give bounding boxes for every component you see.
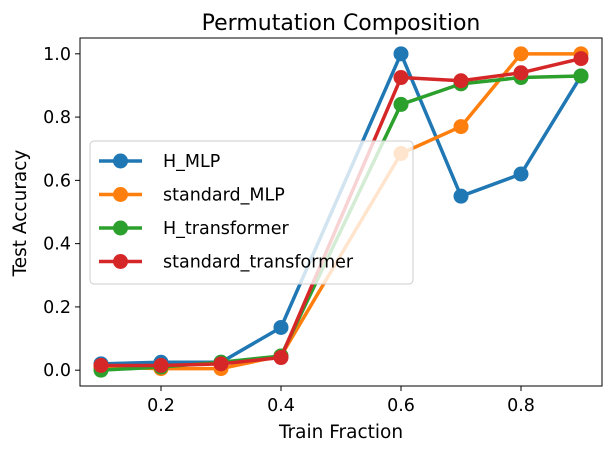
x-tick-label: 0.6 xyxy=(387,396,415,416)
legend-box xyxy=(89,140,414,285)
data-point xyxy=(453,188,469,204)
data-point xyxy=(513,46,529,62)
legend-item: standard_transformer xyxy=(99,253,354,273)
data-point xyxy=(573,51,589,67)
data-point xyxy=(513,166,529,182)
data-point xyxy=(153,357,169,373)
data-point xyxy=(453,73,469,89)
data-point xyxy=(273,350,289,366)
data-point xyxy=(393,96,409,112)
legend-marker xyxy=(113,187,128,202)
y-tick-label: 0.4 xyxy=(43,235,71,255)
data-point xyxy=(273,319,289,335)
data-point xyxy=(393,46,409,62)
y-axis-label: Test Accuracy xyxy=(10,150,31,278)
data-point xyxy=(453,119,469,135)
data-point xyxy=(573,68,589,84)
chart-title: Permutation Composition xyxy=(202,11,481,36)
x-tick-label: 0.2 xyxy=(147,396,175,416)
y-tick-label: 0.6 xyxy=(43,171,71,191)
x-axis-label: Train Fraction xyxy=(278,422,403,443)
legend-item: H_transformer xyxy=(99,219,289,239)
data-point xyxy=(513,65,529,81)
y-tick-label: 0.0 xyxy=(43,361,71,381)
y-tick-label: 0.2 xyxy=(43,298,71,318)
legend: H_MLP standard_MLP H_transformer standard_t… xyxy=(89,140,414,285)
data-point xyxy=(393,70,409,86)
y-tick-label: 1.0 xyxy=(43,45,71,65)
legend-marker xyxy=(113,153,128,169)
x-tick-label: 0.4 xyxy=(267,396,295,416)
legend-label: standard_transformer xyxy=(163,253,354,273)
legend-label: standard_MLP xyxy=(163,186,285,206)
plot-frame xyxy=(79,37,603,387)
legend-item: H_MLP xyxy=(99,152,220,172)
x-tick-label: 0.8 xyxy=(507,396,535,416)
legend-marker xyxy=(113,220,128,236)
y-tick-label: 0.8 xyxy=(43,108,71,128)
legend-label: H_MLP xyxy=(163,152,220,172)
data-point xyxy=(93,357,109,373)
legend-item: standard_MLP xyxy=(99,186,285,206)
legend-marker xyxy=(113,254,128,269)
legend-label: H_transformer xyxy=(163,219,289,239)
data-point xyxy=(213,356,229,372)
